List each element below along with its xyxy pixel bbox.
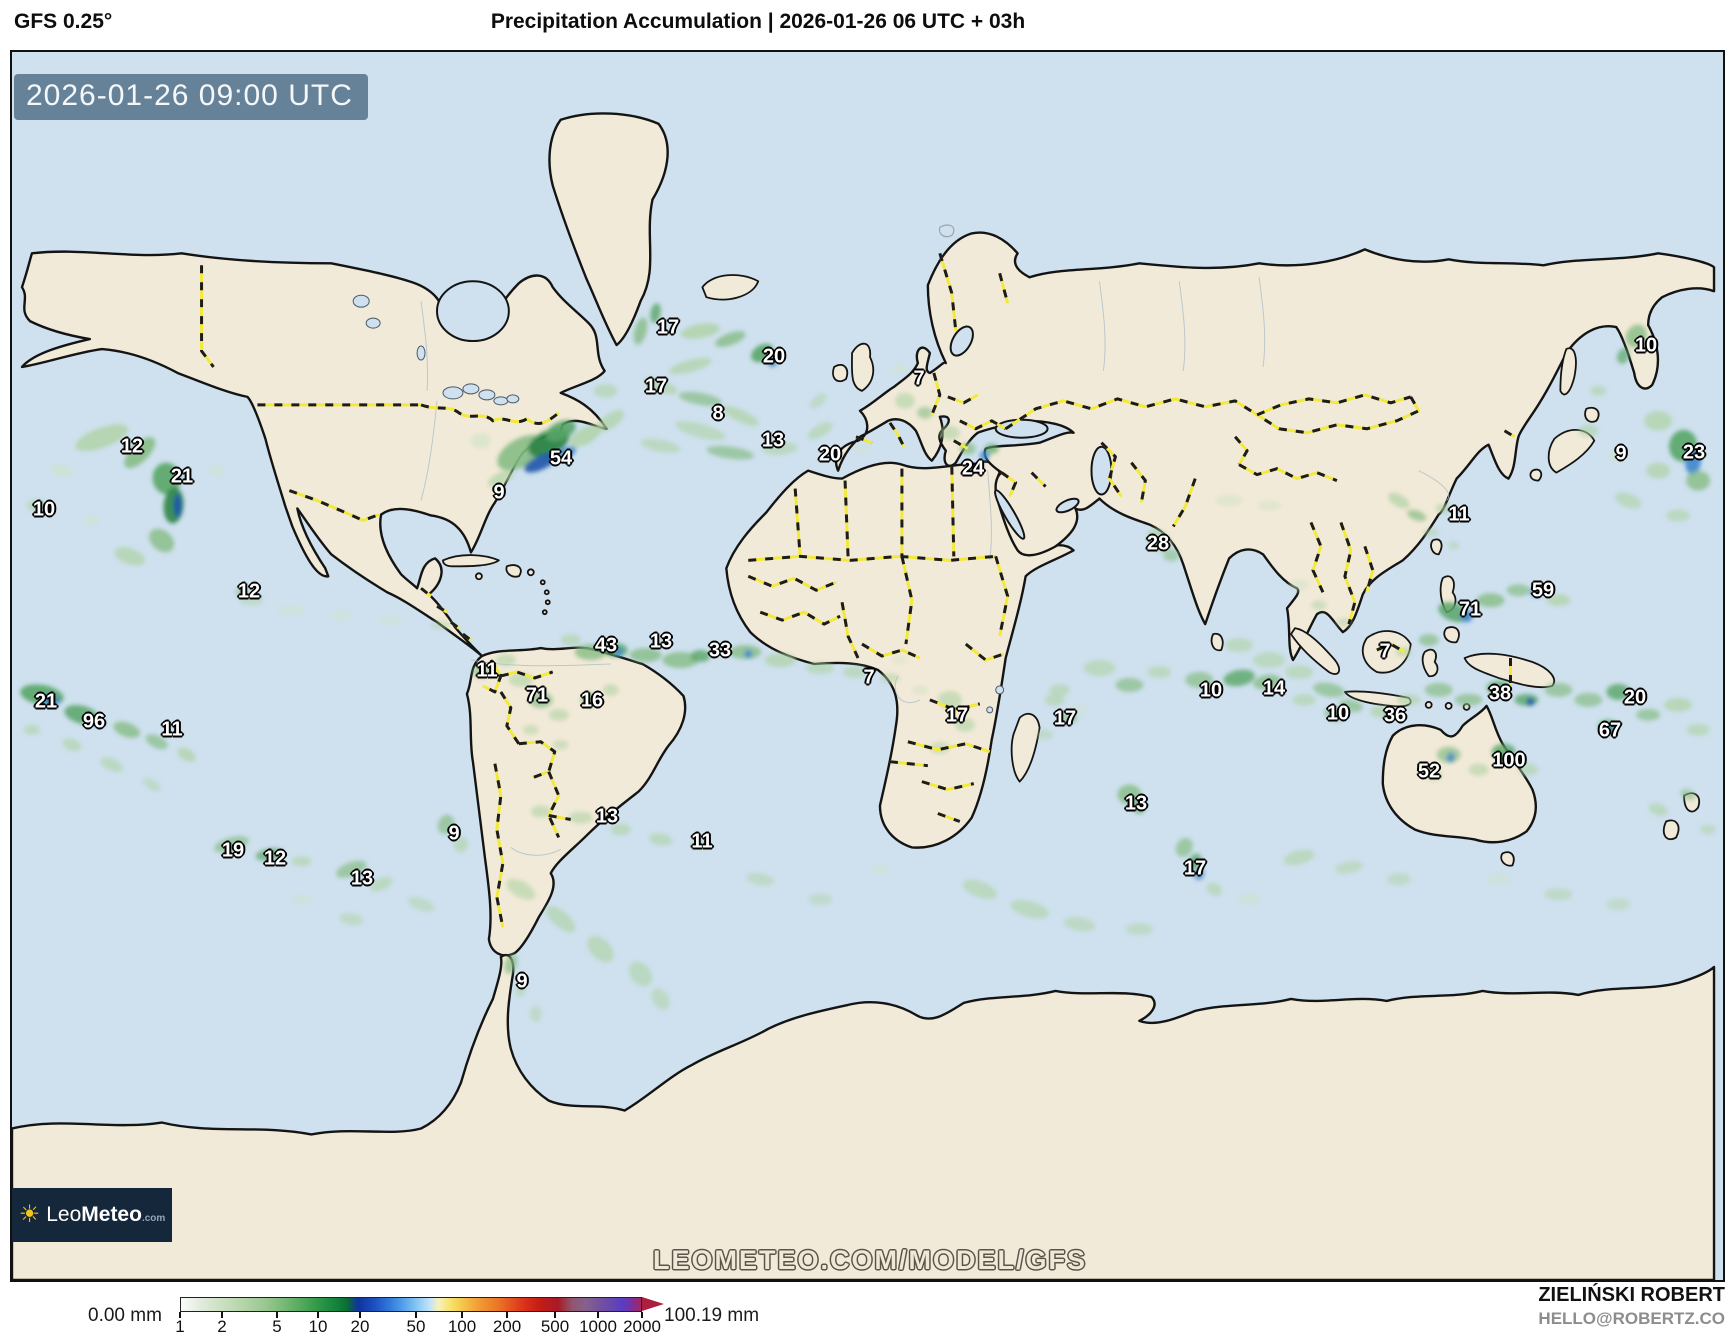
- lake-winnipeg: [416, 345, 426, 361]
- japan-hokkaido: [1584, 406, 1600, 423]
- colorbar-tick-label: 1000: [579, 1317, 617, 1336]
- cuba: [442, 554, 500, 568]
- persian-gulf: [1055, 497, 1080, 514]
- lake-victoria: [995, 685, 1005, 695]
- great-bear-lake: [352, 294, 370, 308]
- colorbar-tick-label: 500: [540, 1317, 570, 1336]
- new-zealand-south: [1662, 819, 1680, 841]
- great-britain: [851, 342, 875, 392]
- antilles-2: [543, 589, 550, 596]
- lake-michigan: [462, 383, 480, 395]
- rivers: [420, 277, 1450, 856]
- philippines-mindanao: [1443, 626, 1460, 644]
- leometeo-logo: ☀ LeoMeteo.com: [12, 1188, 172, 1242]
- svalbard: [938, 224, 955, 238]
- antarctica: [12, 953, 1716, 1280]
- sakhalin: [1559, 347, 1577, 396]
- japan-kyushu: [1529, 468, 1543, 482]
- colorbar-tick-mark: [317, 1312, 319, 1318]
- hispaniola: [505, 564, 522, 578]
- colorbar-tick-label: 1: [175, 1317, 185, 1336]
- south-america: [465, 646, 687, 957]
- iceland: [701, 274, 760, 301]
- antilles-3: [544, 599, 551, 606]
- colorbar-tick-mark: [554, 1312, 556, 1318]
- colorbar-tick-mark: [179, 1312, 181, 1318]
- colorbar-tick-mark: [221, 1312, 223, 1318]
- jamaica: [475, 572, 483, 581]
- sumatra: [1290, 627, 1341, 675]
- colorbar-max-label: 100.19 mm: [664, 1305, 760, 1326]
- colorbar-tick-mark: [359, 1312, 361, 1318]
- logo-wordmark: LeoMeteo.com: [46, 1203, 166, 1226]
- ireland: [832, 364, 849, 383]
- colorbar-tick-label: 50: [406, 1317, 426, 1336]
- sun-icon: ☀: [18, 1201, 41, 1228]
- colorbar-tick-mark: [276, 1312, 278, 1318]
- colorbar-tick-mark: [461, 1312, 463, 1318]
- japan-honshu: [1547, 429, 1596, 474]
- puerto-rico: [526, 568, 535, 577]
- colorbar-tick-label: 200: [492, 1317, 522, 1336]
- colorbar-tick-label: 2: [217, 1317, 227, 1336]
- colorbar-min-label: 0.00 mm: [88, 1305, 162, 1326]
- colorbar-tick-mark: [415, 1312, 417, 1318]
- great-slave-lake: [365, 317, 381, 329]
- sulawesi: [1421, 648, 1439, 678]
- credit-email: HELLO@ROBERTZ.CO: [1538, 1309, 1725, 1328]
- colorbar-tick-mark: [641, 1312, 643, 1318]
- lake-erie: [493, 396, 509, 406]
- sri-lanka: [1210, 632, 1224, 652]
- antilles-1: [539, 579, 546, 586]
- lake-ontario: [506, 394, 520, 404]
- red-sea: [994, 489, 1026, 540]
- eurasia: [834, 231, 1716, 662]
- colorbar-tick-mark: [506, 1312, 508, 1318]
- australia: [1381, 704, 1538, 844]
- colorbar-tick-label: 20: [350, 1317, 370, 1336]
- colorbar-tick-label: 5: [272, 1317, 282, 1336]
- colorbar-tick-label: 100: [447, 1317, 477, 1336]
- colorbar: [180, 1297, 642, 1312]
- lesser-sunda-2: [1444, 701, 1453, 710]
- water-bodies: [352, 280, 1113, 714]
- taiwan: [1430, 538, 1443, 556]
- page-title: Precipitation Accumulation | 2026-01-26 …: [490, 10, 1026, 33]
- watermark-url: LEOMETEO.COM/MODEL/GFS: [653, 1245, 1087, 1275]
- madagascar: [1010, 712, 1041, 783]
- antilles-4: [541, 609, 548, 616]
- lake-tanganyika: [986, 706, 994, 714]
- colorbar-arrow: [642, 1297, 664, 1311]
- precipitation-layer: [20, 303, 1717, 1022]
- baltic-sea: [949, 325, 974, 357]
- lesser-sunda-1: [1424, 700, 1433, 709]
- world-precipitation-map: 17 20 17 8 13 20 7 24 54 9 12 21 10 12 21 96 11 43 13 33 11 7…: [10, 50, 1725, 1282]
- tasmania: [1500, 851, 1515, 867]
- timestamp-badge: 2026-01-26 09:00 UTC: [14, 74, 368, 120]
- model-label: GFS 0.25°: [14, 10, 113, 33]
- caspian-sea: [1090, 445, 1113, 496]
- hudson-bay: [436, 280, 510, 343]
- greenland: [548, 112, 669, 347]
- borneo: [1361, 630, 1412, 674]
- colorbar-tick-mark: [597, 1312, 599, 1318]
- colorbar-tick-label: 10: [308, 1317, 328, 1336]
- colorbar-tick-label: 2000: [623, 1317, 661, 1336]
- lake-superior: [442, 386, 464, 400]
- lake-huron: [478, 389, 496, 401]
- world-map-canvas: [12, 112, 1717, 1280]
- credit-author: ZIELIŃSKI ROBERT: [1538, 1284, 1725, 1306]
